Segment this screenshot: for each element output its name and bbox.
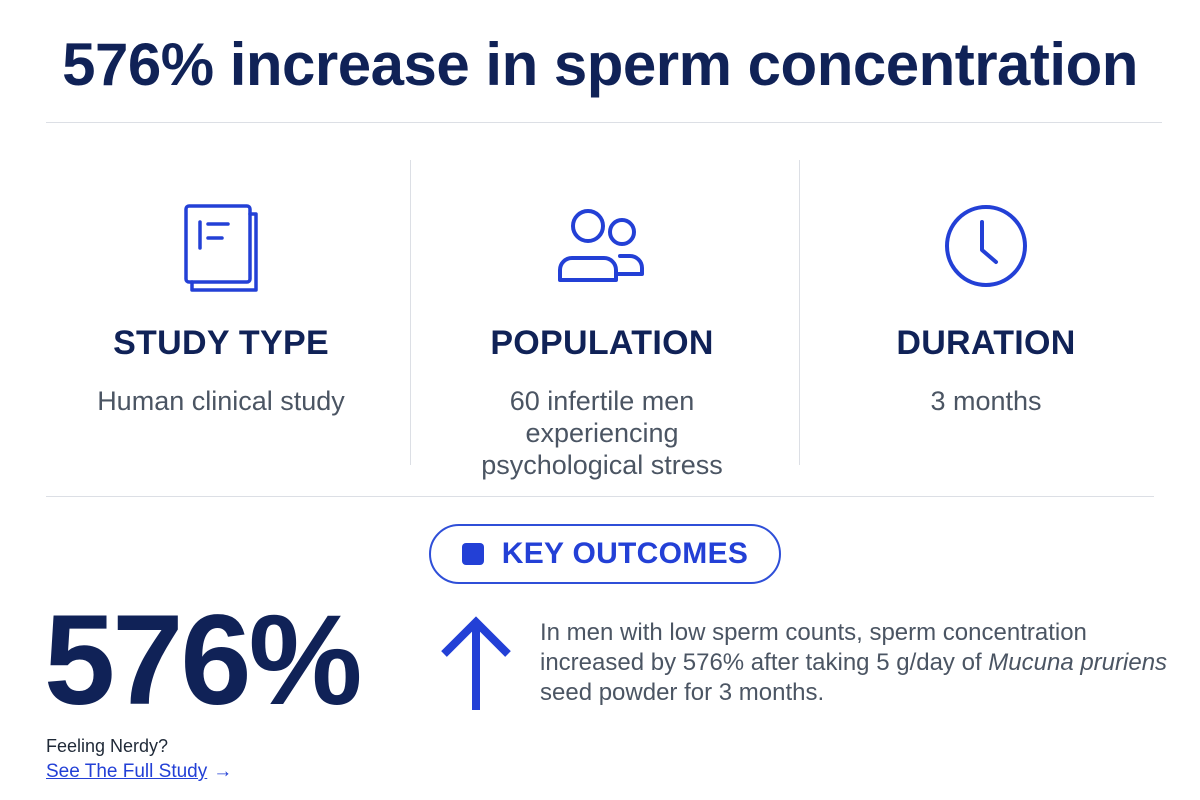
clock-icon — [806, 200, 1166, 292]
column-divider-1 — [410, 160, 411, 465]
divider-middle — [46, 496, 1154, 497]
key-outcomes-badge: KEY OUTCOMES — [429, 524, 781, 584]
stat-label: POPULATION — [490, 324, 714, 362]
full-study-link-label: See The Full Study — [46, 761, 208, 782]
page-title: 576% increase in sperm concentration — [62, 31, 1138, 98]
stat-label: STUDY TYPE — [113, 324, 329, 362]
column-divider-2 — [799, 160, 800, 465]
stat-duration: DURATION 3 months — [806, 200, 1166, 417]
divider-top — [46, 122, 1162, 123]
stat-study-type: STUDY TYPE Human clinical study — [41, 200, 401, 417]
outcome-text-part1: In men with low sperm counts, sperm conc… — [540, 619, 1087, 676]
full-study-link[interactable]: See The Full Study → — [46, 761, 232, 783]
feeling-nerdy-text: Feeling Nerdy? — [46, 736, 169, 756]
key-outcomes-label: KEY OUTCOMES — [501, 537, 749, 570]
outcome-text-species: Mucuna pruriens — [988, 649, 1168, 676]
arrow-up-icon — [438, 612, 514, 717]
people-icon — [422, 200, 782, 292]
outcome-description: In men with low sperm counts, sperm conc… — [540, 618, 1180, 708]
square-bullet-icon — [461, 543, 484, 565]
stat-population: POPULATION 60 infertile men experiencing… — [422, 200, 782, 481]
stat-value: 60 infertile men experiencing psychologi… — [481, 386, 723, 480]
stat-value: Human clinical study — [97, 386, 345, 416]
arrow-right-icon: → — [213, 761, 233, 782]
outcome-big-value: 576% — [44, 589, 362, 732]
stat-value: 3 months — [930, 386, 1042, 416]
outcome-text-part2: seed powder for 3 months. — [540, 679, 825, 706]
book-icon — [41, 200, 401, 292]
stat-label: DURATION — [896, 324, 1076, 362]
